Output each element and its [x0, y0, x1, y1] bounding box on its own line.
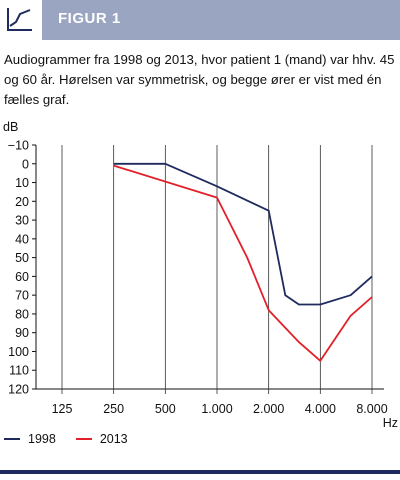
y-tick-label: 10: [15, 176, 29, 190]
footer-rule: [0, 470, 400, 474]
legend-item: 1998: [4, 432, 56, 446]
legend-item: 2013: [75, 432, 128, 446]
y-tick-label: 60: [15, 270, 29, 284]
x-axis-unit: Hz: [383, 416, 398, 430]
y-tick-label: 100: [8, 345, 29, 359]
x-tick-label: 250: [103, 402, 124, 416]
figure-title: FIGUR 1: [58, 10, 121, 27]
y-tick-label: 50: [15, 251, 29, 265]
series-line-2013: [113, 164, 373, 362]
figure-header: FIGUR 1: [0, 0, 400, 40]
y-tick-label: 80: [15, 307, 29, 321]
x-tick-label: 8.000: [356, 402, 387, 416]
y-tick-label: 90: [15, 326, 29, 340]
series-line-1998: [113, 162, 373, 306]
line-chart-icon: [0, 0, 42, 40]
figure-caption: Audiogrammer fra 1998 og 2013, hvor pati…: [4, 52, 395, 107]
chart-legend: 1998 2013: [4, 432, 148, 446]
y-tick-label: 110: [9, 364, 29, 378]
y-axis-unit: dB: [3, 120, 18, 134]
legend-swatch: [75, 437, 92, 441]
y-tick-label: 20: [15, 195, 29, 209]
x-tick-label: 500: [155, 402, 176, 416]
y-tick-label: 120: [8, 383, 29, 397]
legend-swatch: [4, 437, 20, 441]
y-tick-label: 70: [15, 289, 29, 303]
y-tick-label: 30: [15, 214, 29, 228]
legend-label: 1998: [28, 432, 56, 446]
x-tick-label: 125: [52, 402, 73, 416]
legend-label: 2013: [99, 432, 128, 446]
y-tick-label: −10: [8, 139, 29, 153]
y-tick-label: 40: [15, 232, 29, 246]
y-tick-label: 0: [22, 157, 29, 171]
x-tick-label: 4.000: [305, 402, 336, 416]
x-tick-label: 2.000: [253, 402, 284, 416]
x-tick-label: 1.000: [201, 402, 232, 416]
